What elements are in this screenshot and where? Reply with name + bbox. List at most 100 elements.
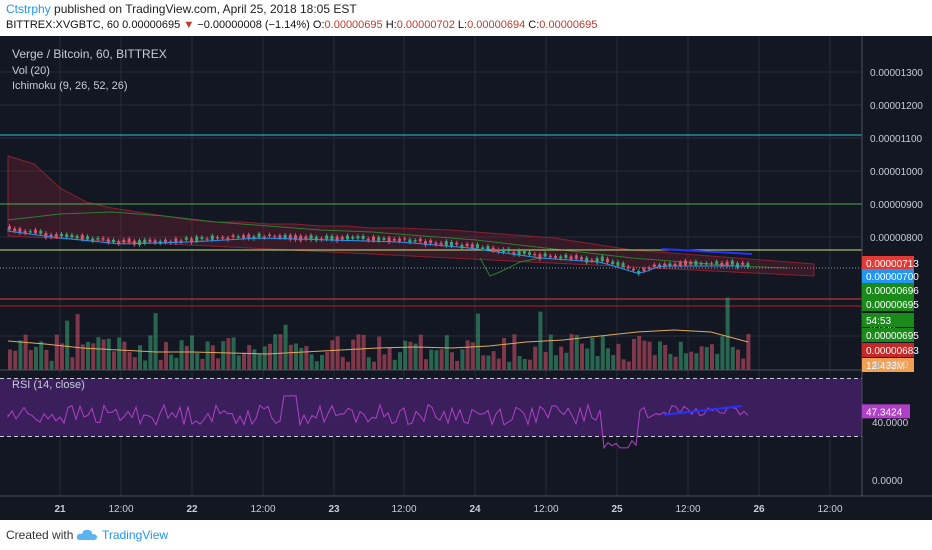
candle-body (392, 238, 396, 241)
candle-body (273, 236, 277, 238)
candle-body (439, 242, 443, 245)
candle-body (434, 242, 438, 245)
candle-body (585, 257, 589, 263)
trendline-rsi (663, 405, 743, 416)
volume-bar (96, 337, 101, 370)
tradingview-brand-link[interactable]: TradingView (102, 528, 169, 542)
time-tick-label: 23 (328, 504, 340, 515)
candle-body (335, 236, 339, 242)
chart-canvas[interactable]: Verge / Bitcoin, 60, BITTREX Vol (20) Ic… (0, 36, 932, 520)
candle-body (262, 236, 266, 238)
candle-body (257, 233, 261, 238)
volume-bar (632, 338, 636, 370)
volume-bar (101, 339, 106, 370)
volume-bar (637, 335, 642, 370)
volume-bar (304, 346, 309, 370)
volume-bar (730, 347, 735, 370)
volume-bar (138, 345, 142, 370)
volume-bar (169, 354, 174, 370)
candle-body (725, 261, 729, 266)
candle-body (13, 228, 17, 232)
tradingview-cloud-icon (76, 529, 97, 540)
down-triangle-icon: ▼ (183, 19, 195, 31)
ichimoku-legend: Ichimoku (9, 26, 52, 26) (12, 80, 128, 92)
candle-body (746, 263, 750, 267)
volume-bar (28, 349, 33, 370)
volume-bar (704, 347, 709, 370)
volume-bar (403, 340, 408, 370)
time-tick-label: 12:00 (391, 504, 416, 515)
candle-body (158, 241, 162, 244)
volume-bar (106, 338, 111, 370)
candle-body (517, 250, 521, 255)
candle-body (595, 258, 599, 263)
rsi-tick-label: 80.0000 (872, 360, 909, 371)
volume-bar (470, 342, 475, 370)
volume-bar (190, 335, 194, 370)
volume-bar (522, 358, 527, 370)
candle-body (60, 233, 63, 237)
volume-bar (314, 361, 319, 370)
volume-bar (673, 356, 678, 370)
volume-bar (112, 351, 116, 370)
volume-bar (585, 348, 590, 370)
candle-body (429, 240, 433, 244)
volume-bar (444, 335, 449, 370)
volume-bar (200, 358, 205, 370)
high-label: H: (385, 19, 397, 31)
volume-bar (262, 346, 267, 370)
volume-bar (257, 353, 262, 370)
author-link[interactable]: Ctstrphy (6, 2, 51, 16)
candle-body (548, 255, 552, 258)
volume-bar (710, 344, 714, 370)
volume-bar (8, 349, 12, 370)
volume-bar (294, 343, 298, 370)
price-tag-bg (862, 283, 914, 297)
volume-bar (439, 349, 444, 370)
volume-bar (684, 353, 688, 370)
volume-bar (153, 313, 158, 370)
volume-bar (325, 351, 330, 370)
ichimoku-cloud-upper (7, 155, 815, 277)
candle-body (632, 268, 635, 271)
candle-body (153, 240, 157, 243)
volume-bar (184, 345, 189, 370)
candle-body (75, 235, 79, 239)
price-change: −0.00000008 (−1.14%) (197, 19, 310, 31)
volume-bar (507, 361, 512, 370)
candle-body (122, 239, 126, 243)
trendline-price (661, 248, 753, 255)
candle-body (372, 236, 375, 241)
volume-bar (413, 343, 418, 370)
volume-bar (491, 351, 496, 370)
volume-bar (647, 341, 652, 370)
price-tag-bg (862, 269, 914, 283)
candle-body (387, 237, 391, 243)
volume-bar (195, 352, 200, 370)
volume-bar (39, 341, 44, 370)
volume-bar (231, 337, 236, 370)
volume-bar (174, 357, 179, 370)
volume-bar (725, 297, 730, 370)
candle-body (309, 235, 313, 240)
candle-body (34, 229, 37, 234)
volume-bar (335, 336, 340, 370)
candle-body (543, 253, 547, 257)
volume-bar (663, 344, 668, 370)
candle-body (278, 235, 282, 238)
volume-bar (23, 334, 28, 370)
candle-body (138, 240, 141, 245)
volume-bar (75, 314, 80, 370)
candle-body (574, 255, 578, 259)
time-tick-label: 12:00 (108, 504, 133, 515)
candle-body (450, 241, 453, 247)
time-axis[interactable]: 21 12:00 22 12:00 23 12:00 24 12:00 25 12:00 26 12:… (54, 504, 843, 515)
candle-body (637, 270, 641, 275)
chart-background (0, 36, 932, 520)
ohlc-line: BITTREX:XVGBTC, 60 0.00000695 ▼ −0.00000… (6, 19, 597, 31)
volume-bar (80, 344, 85, 370)
volume-bar (356, 334, 361, 370)
candle-body (663, 263, 667, 267)
rsi-current-tag: 47.3424 (866, 407, 903, 418)
candle-body (476, 244, 479, 249)
